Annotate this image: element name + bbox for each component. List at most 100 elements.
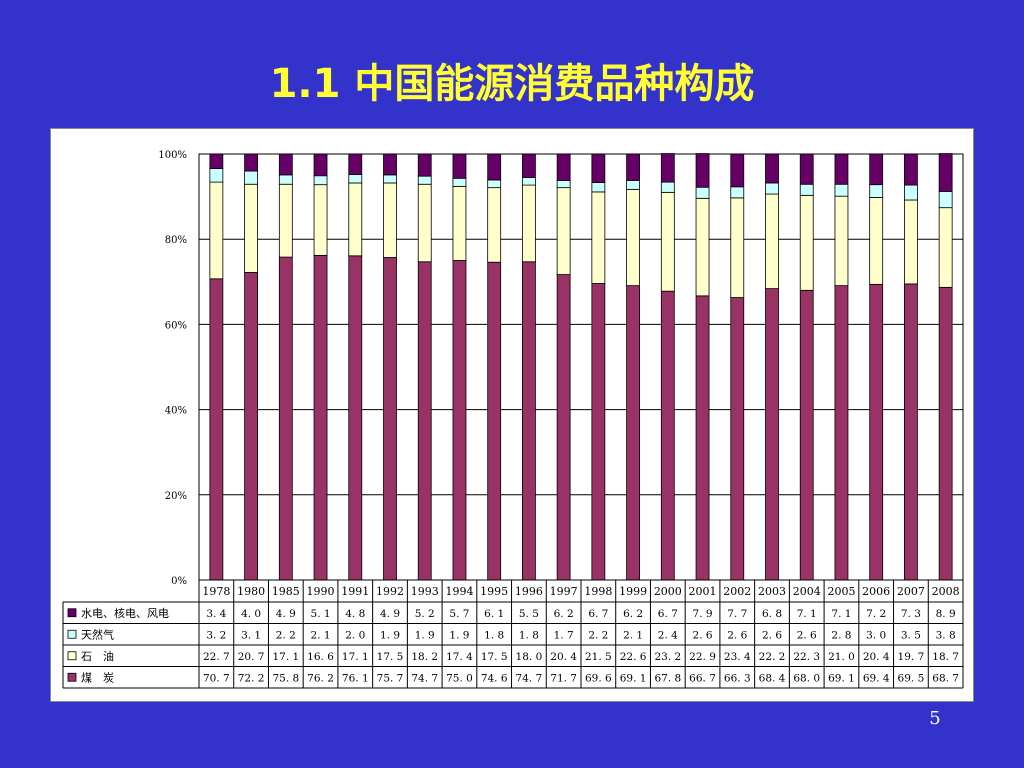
data-label: 17. 5: [377, 651, 404, 663]
bar-segment: [452, 153, 467, 179]
bar-segment: [487, 261, 502, 581]
data-label: 6. 7: [658, 608, 678, 620]
bar-segment: [313, 254, 328, 581]
data-label: 7. 1: [797, 608, 817, 620]
data-label: 22. 3: [793, 651, 820, 663]
legend-swatch: [67, 629, 77, 639]
bar-segment: [209, 181, 224, 280]
data-label: 17. 1: [272, 651, 299, 663]
data-label: 2. 1: [623, 629, 643, 641]
y-tick-label: 40%: [165, 406, 187, 417]
data-label: 69. 1: [828, 672, 855, 684]
data-label: 1. 8: [519, 629, 539, 641]
data-label: 66. 3: [724, 672, 751, 684]
data-label: 74. 7: [516, 672, 543, 684]
legend-label: 天然气: [81, 627, 114, 641]
data-label: 22. 7: [203, 651, 230, 663]
x-tick-label: 2006: [862, 585, 890, 598]
bar-segment: [904, 283, 918, 581]
bar-segment: [938, 207, 953, 288]
bar-segment: [591, 182, 606, 193]
data-label: 22. 2: [759, 651, 786, 663]
bar-segment: [626, 180, 640, 190]
x-tick-label: 2008: [932, 585, 960, 598]
data-label: 2. 6: [727, 629, 747, 641]
data-label: 23. 4: [724, 651, 751, 663]
data-label: 68. 0: [793, 672, 820, 684]
data-label: 18. 0: [516, 651, 543, 663]
bar-segment: [765, 182, 779, 195]
bar-segment: [904, 199, 918, 285]
bar-segment: [660, 290, 675, 581]
data-label: 17. 4: [446, 651, 473, 663]
data-label: 5. 1: [311, 608, 331, 620]
data-label: 69. 1: [620, 672, 647, 684]
legend-label: 石 油: [81, 649, 114, 663]
data-label: 72. 2: [238, 672, 265, 684]
bar-segment: [591, 283, 606, 581]
data-label: 74. 7: [411, 672, 438, 684]
bar-segment: [417, 153, 432, 177]
x-tick-label: 1994: [445, 585, 473, 598]
legend-swatch: [67, 672, 77, 682]
bar-segment: [383, 153, 397, 176]
data-label: 68. 4: [759, 672, 786, 684]
bar-segment: [209, 168, 224, 183]
data-label: 5. 5: [519, 608, 539, 620]
slide-title: 1.1 中国能源消费品种构成: [269, 61, 755, 107]
bar-segment: [730, 197, 745, 298]
bar-segment: [278, 153, 293, 176]
bar-segment: [556, 274, 571, 581]
x-tick-label: 1997: [550, 585, 578, 598]
data-label: 71. 7: [550, 672, 577, 684]
data-label: 2. 8: [831, 629, 851, 641]
data-label: 69. 5: [898, 672, 925, 684]
bar-segment: [660, 181, 675, 193]
bar-segment: [487, 179, 502, 189]
data-label: 22. 6: [620, 651, 647, 663]
bar-segment: [556, 187, 571, 275]
data-label: 1. 9: [415, 629, 435, 641]
data-label: 69. 6: [585, 672, 612, 684]
data-label: 5. 2: [415, 608, 435, 620]
data-label: 23. 2: [654, 651, 681, 663]
bar-segment: [660, 191, 675, 292]
data-label: 3. 5: [901, 629, 921, 641]
bar-segment: [765, 153, 779, 184]
y-tick-label: 80%: [165, 235, 187, 246]
x-tick-label: 2000: [654, 585, 682, 598]
data-label: 66. 7: [689, 672, 716, 684]
data-label: 1. 9: [380, 629, 400, 641]
bar-segment: [869, 197, 884, 285]
x-tick-label: 1991: [341, 585, 369, 598]
legend-swatch: [67, 608, 77, 618]
data-label: 6. 8: [762, 608, 782, 620]
data-label: 18. 2: [411, 651, 438, 663]
data-label: 21. 0: [828, 651, 855, 663]
bar-segment: [278, 256, 293, 581]
data-label: 6. 1: [484, 608, 504, 620]
stacked-bar-chart: 0% 20% 40% 60% 80% 100% 1978 1980 1985 1990 1991 19…: [62, 150, 964, 689]
bar-segment: [452, 260, 467, 581]
bar-segment: [452, 177, 467, 187]
data-label: 16. 6: [307, 651, 334, 663]
bar-segment: [730, 153, 745, 188]
bar-segment: [695, 197, 710, 297]
page-number: 5: [929, 708, 941, 729]
bar-segment: [417, 183, 432, 263]
bar-segment: [313, 153, 328, 177]
bar-segment: [869, 184, 884, 198]
bar-segment: [938, 191, 953, 209]
data-label: 4. 8: [345, 608, 365, 620]
bar-segment: [938, 286, 953, 581]
bar-segment: [417, 261, 432, 581]
bar-segment: [695, 153, 710, 188]
x-tick-label: 2004: [793, 585, 821, 598]
data-label: 67. 8: [654, 672, 681, 684]
bar-segment: [209, 278, 224, 581]
data-label: 69. 4: [863, 672, 890, 684]
data-label: 8. 9: [936, 608, 956, 620]
data-label: 2. 6: [762, 629, 782, 641]
x-tick-label: 2001: [689, 585, 717, 598]
data-label: 68. 7: [932, 672, 959, 684]
